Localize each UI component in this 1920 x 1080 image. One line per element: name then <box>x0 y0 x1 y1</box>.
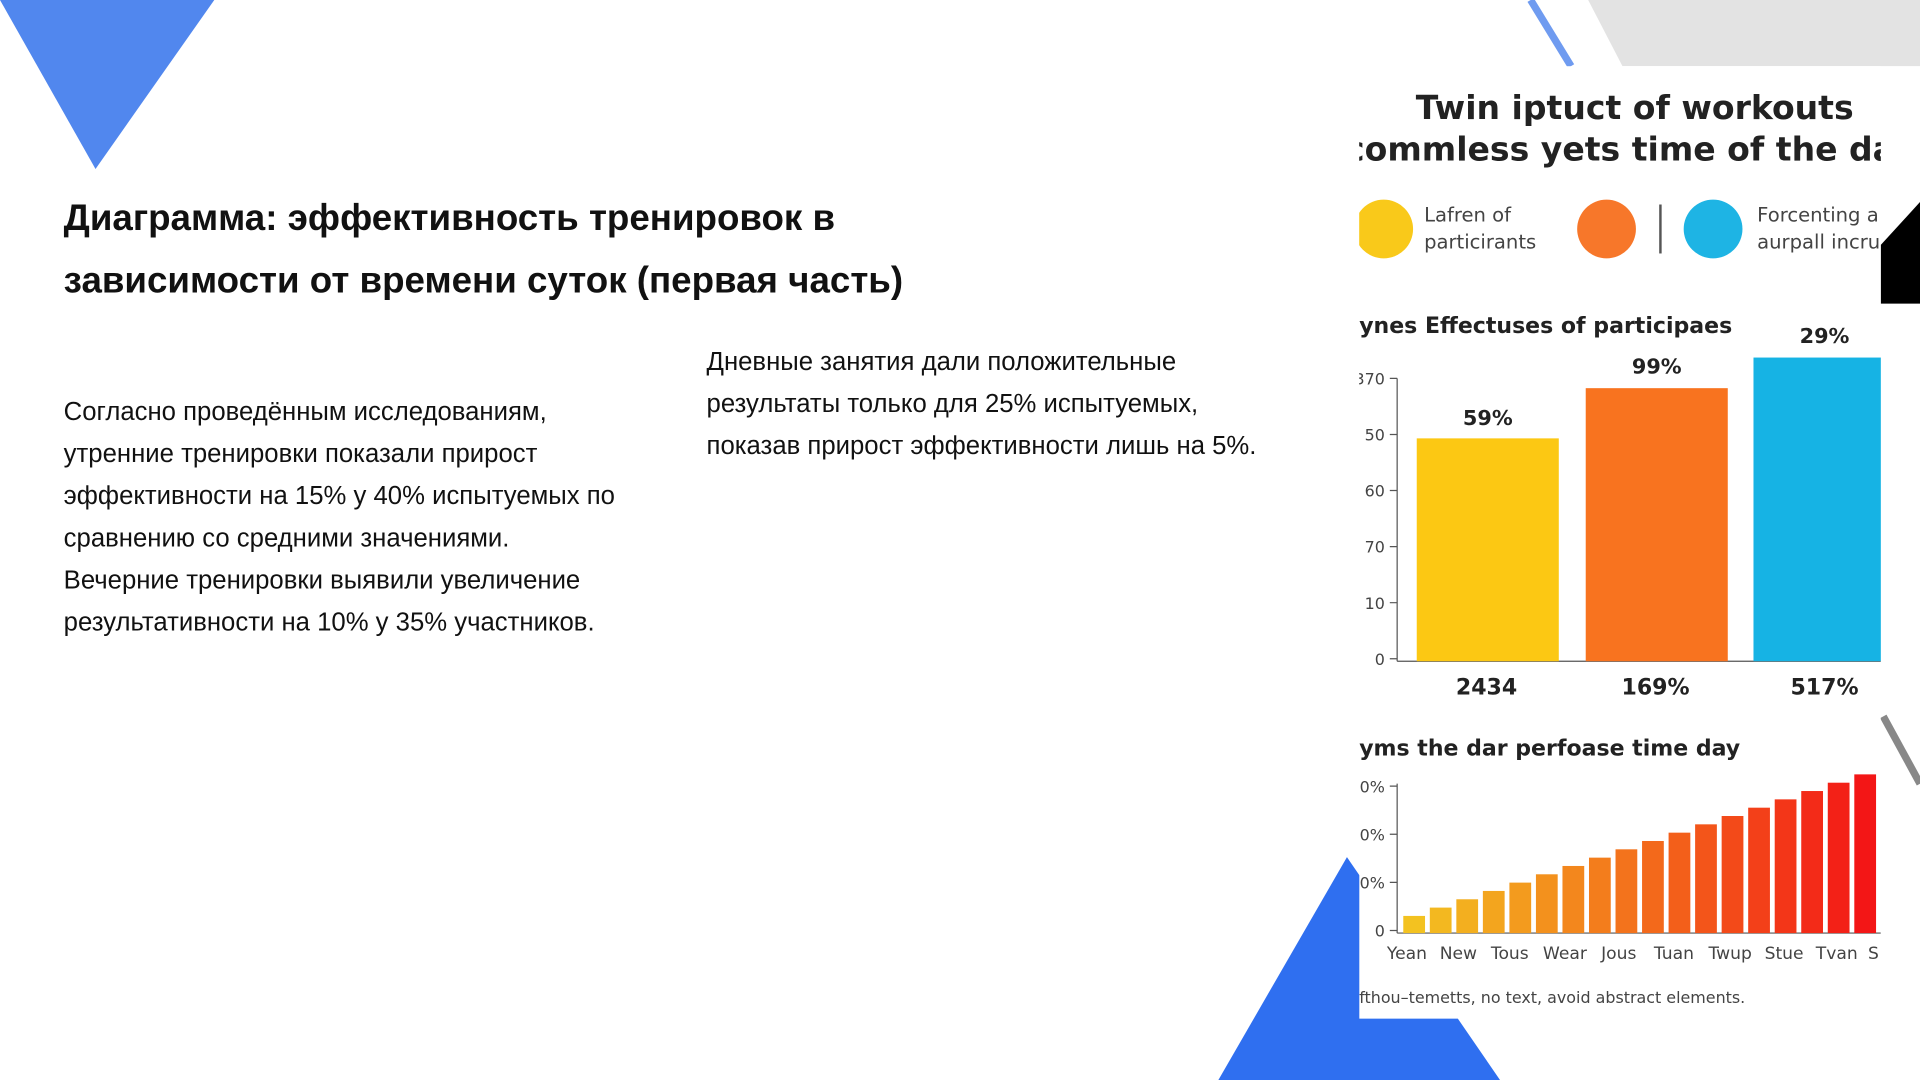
paragraph-line: Согласно проведённым исследованиям, <box>64 398 547 426</box>
decor-bar <box>1801 791 1823 934</box>
bar-label: 29% <box>1800 324 1850 348</box>
decor-bar <box>1562 865 1585 934</box>
y-label: 0% <box>1360 825 1385 844</box>
y-label: 50 <box>1365 426 1385 445</box>
x-label: Tvan <box>1815 944 1858 964</box>
y-label: 0 <box>1375 650 1385 669</box>
decor-line <box>1880 714 1920 786</box>
title-line: зависимости от времени суток (первая час… <box>64 260 903 301</box>
paragraph-line: сравнению со средними значениями. <box>64 524 510 552</box>
x-label: Yean <box>1386 944 1427 964</box>
decor-bar <box>1429 907 1452 934</box>
paragraph-line: эффективности на 15% у 40% испытуемых по <box>64 482 615 510</box>
decor-bar <box>1774 799 1797 934</box>
chart-title: yms the dar perfoase time day <box>1359 737 1740 762</box>
decor-bar <box>1535 874 1558 934</box>
decor-bar <box>1748 807 1770 934</box>
x-label: New <box>1440 944 1477 964</box>
decor-triangle <box>1218 857 1501 1080</box>
legend-text: Lafren of <box>1424 204 1512 227</box>
decor-triangle <box>0 0 215 169</box>
legend-text: aurpall incru <box>1757 231 1880 254</box>
x-label: Stue <box>1765 944 1804 964</box>
y-label: 60 <box>1365 482 1385 501</box>
y-label: 0 <box>1375 922 1385 941</box>
legend-dot <box>1683 199 1743 259</box>
legend-dot <box>1577 199 1636 259</box>
paragraph-line: утренние тренировки показали прирост <box>64 440 538 468</box>
bar-label: 169% <box>1621 675 1689 700</box>
decor-bar <box>1721 816 1744 934</box>
legend-text: particirants <box>1424 231 1536 254</box>
decor-line <box>1527 0 1575 69</box>
bar <box>1585 388 1728 662</box>
decor-bar <box>1827 782 1850 934</box>
decor-shape <box>1880 202 1920 304</box>
decor-bar <box>1588 857 1611 934</box>
image-title: Twin iptuct of workouts <box>1416 88 1854 127</box>
paragraph-line: результаты только для 25% испытуемых, <box>707 390 1199 418</box>
decor-bar <box>1854 774 1877 934</box>
decor-bar <box>1642 840 1664 934</box>
x-label: Jous <box>1600 944 1636 964</box>
y-label: 0% <box>1360 873 1385 892</box>
decor-bar <box>1456 899 1479 934</box>
chart-title: ynes Effectuses of participaes <box>1359 314 1732 339</box>
y-label: 0% <box>1360 777 1385 796</box>
x-label: Twup <box>1708 944 1752 964</box>
x-label: Wear <box>1543 944 1588 964</box>
paragraph-line: результативности на 10% у 35% участников… <box>64 609 595 637</box>
decor-bar <box>1403 915 1426 934</box>
title-line: Диаграмма: эффективность тренировок в <box>64 197 835 238</box>
bar <box>1416 438 1559 662</box>
decor-shape <box>1588 0 1920 67</box>
x-label: S <box>1868 944 1879 964</box>
paragraph-line: Дневные занятия дали положительные <box>707 348 1177 376</box>
caption: fthou–temetts, no text, avoid abstract e… <box>1359 988 1745 1007</box>
decor-bar <box>1615 849 1638 934</box>
paragraph-line: показав прирост эффективности лишь на 5%… <box>707 432 1257 460</box>
bar-label: 517% <box>1790 675 1858 700</box>
x-label: Tous <box>1490 944 1529 964</box>
paragraph-line: Вечерние тренировки выявили увеличение <box>64 566 581 594</box>
legend-dot <box>1359 199 1414 259</box>
bar <box>1753 357 1881 662</box>
y-label: 70 <box>1365 538 1385 557</box>
bar-label: 99% <box>1632 354 1682 378</box>
y-label: 370 <box>1355 369 1385 388</box>
decor-bar <box>1509 882 1532 934</box>
image-title: commless yets time of the da <box>1345 129 1895 168</box>
legend-text: Forcenting a <box>1757 204 1879 227</box>
bar-label: 2434 <box>1456 675 1517 700</box>
decor-bar <box>1482 890 1505 934</box>
bar-label: 59% <box>1463 406 1513 430</box>
slide-text: Диаграмма: эффективность тренировок в за… <box>64 197 1257 636</box>
decor-bar <box>1695 824 1717 934</box>
x-label: Tuan <box>1653 944 1694 964</box>
decor-bar <box>1668 832 1691 934</box>
y-label: 10 <box>1365 594 1385 613</box>
embedded-image: Twin iptuct of workouts commless yets ti… <box>1345 66 1895 1019</box>
